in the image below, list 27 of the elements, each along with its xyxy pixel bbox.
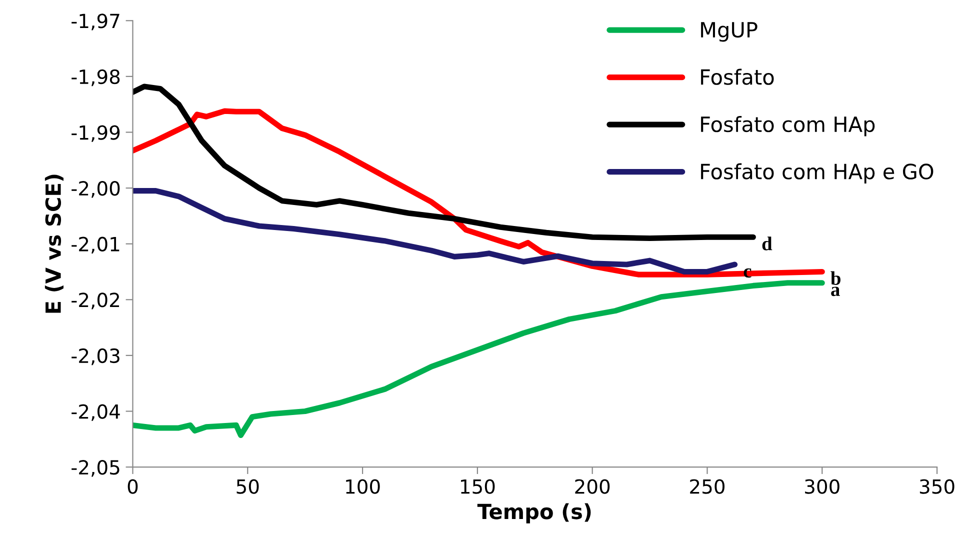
y-tick-label: -2,03 — [72, 348, 120, 366]
x-tick-label: 150 — [461, 479, 495, 494]
x-tick-label: 250 — [690, 479, 724, 494]
y-tick-label: -2,01 — [72, 236, 120, 254]
x-tick-label: 100 — [346, 479, 380, 494]
legend-label: MgUP — [701, 22, 758, 42]
annotation: c — [744, 268, 752, 278]
y-tick-label: -2,05 — [72, 460, 120, 477]
legend-label: Fosfato com HAp e GO — [701, 163, 934, 184]
y-tick-label: -1,97 — [72, 14, 120, 30]
x-tick-label: 50 — [236, 479, 259, 494]
y-axis-title: E (V vs SCE) — [44, 174, 64, 313]
y-tick-label: -2,04 — [72, 404, 120, 421]
y-tick-label: -1,99 — [72, 125, 120, 142]
legend-label: Fosfato — [701, 68, 774, 85]
annotation: b — [830, 271, 840, 285]
y-tick-label: -2,02 — [72, 292, 119, 310]
x-axis-title: Tempo (s) — [477, 503, 591, 524]
x-tick-label: 350 — [920, 479, 954, 494]
y-tick-label: -2,00 — [72, 181, 120, 198]
x-tick-label: 200 — [575, 479, 610, 494]
annotation: d — [762, 236, 772, 250]
annotation: a — [831, 286, 840, 296]
x-tick-label: 300 — [805, 479, 840, 494]
y-tick-label: -1,98 — [72, 69, 120, 86]
x-tick-label: 0 — [128, 479, 138, 494]
legend-label: Fosfato com HAp — [701, 116, 875, 136]
